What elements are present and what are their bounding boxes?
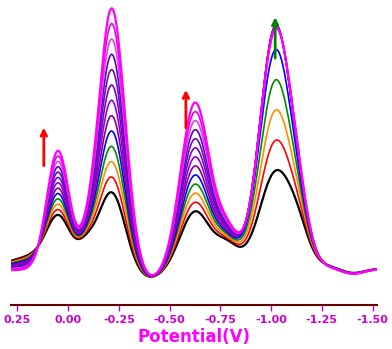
X-axis label: Potential(V): Potential(V) xyxy=(138,328,250,346)
